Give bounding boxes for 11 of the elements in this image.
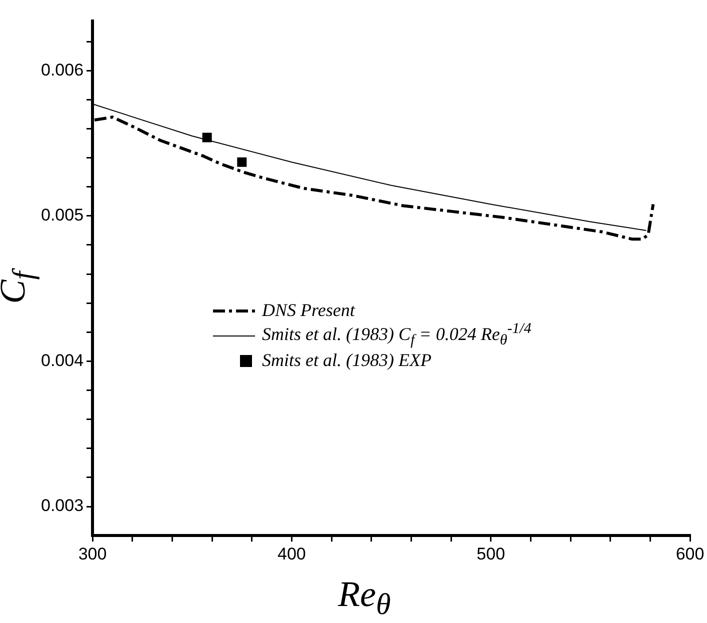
y-tick-label: 0.003 [40, 496, 84, 516]
x-tick-label: 500 [476, 544, 506, 564]
x-tick-label: 300 [78, 544, 107, 564]
y-tick-label: 0.004 [40, 350, 84, 370]
x-tick-label: 600 [676, 544, 704, 564]
legend-label: DNS Present [262, 300, 355, 321]
legend-label: Smits et al. (1983) EXP [262, 350, 432, 371]
x-axis-title: Re$_{θ}$ [338, 573, 391, 622]
x-tick-label: 400 [278, 544, 306, 564]
y-tick-label: 0.006 [40, 60, 84, 80]
y-tick-label: 0.005 [40, 206, 84, 225]
